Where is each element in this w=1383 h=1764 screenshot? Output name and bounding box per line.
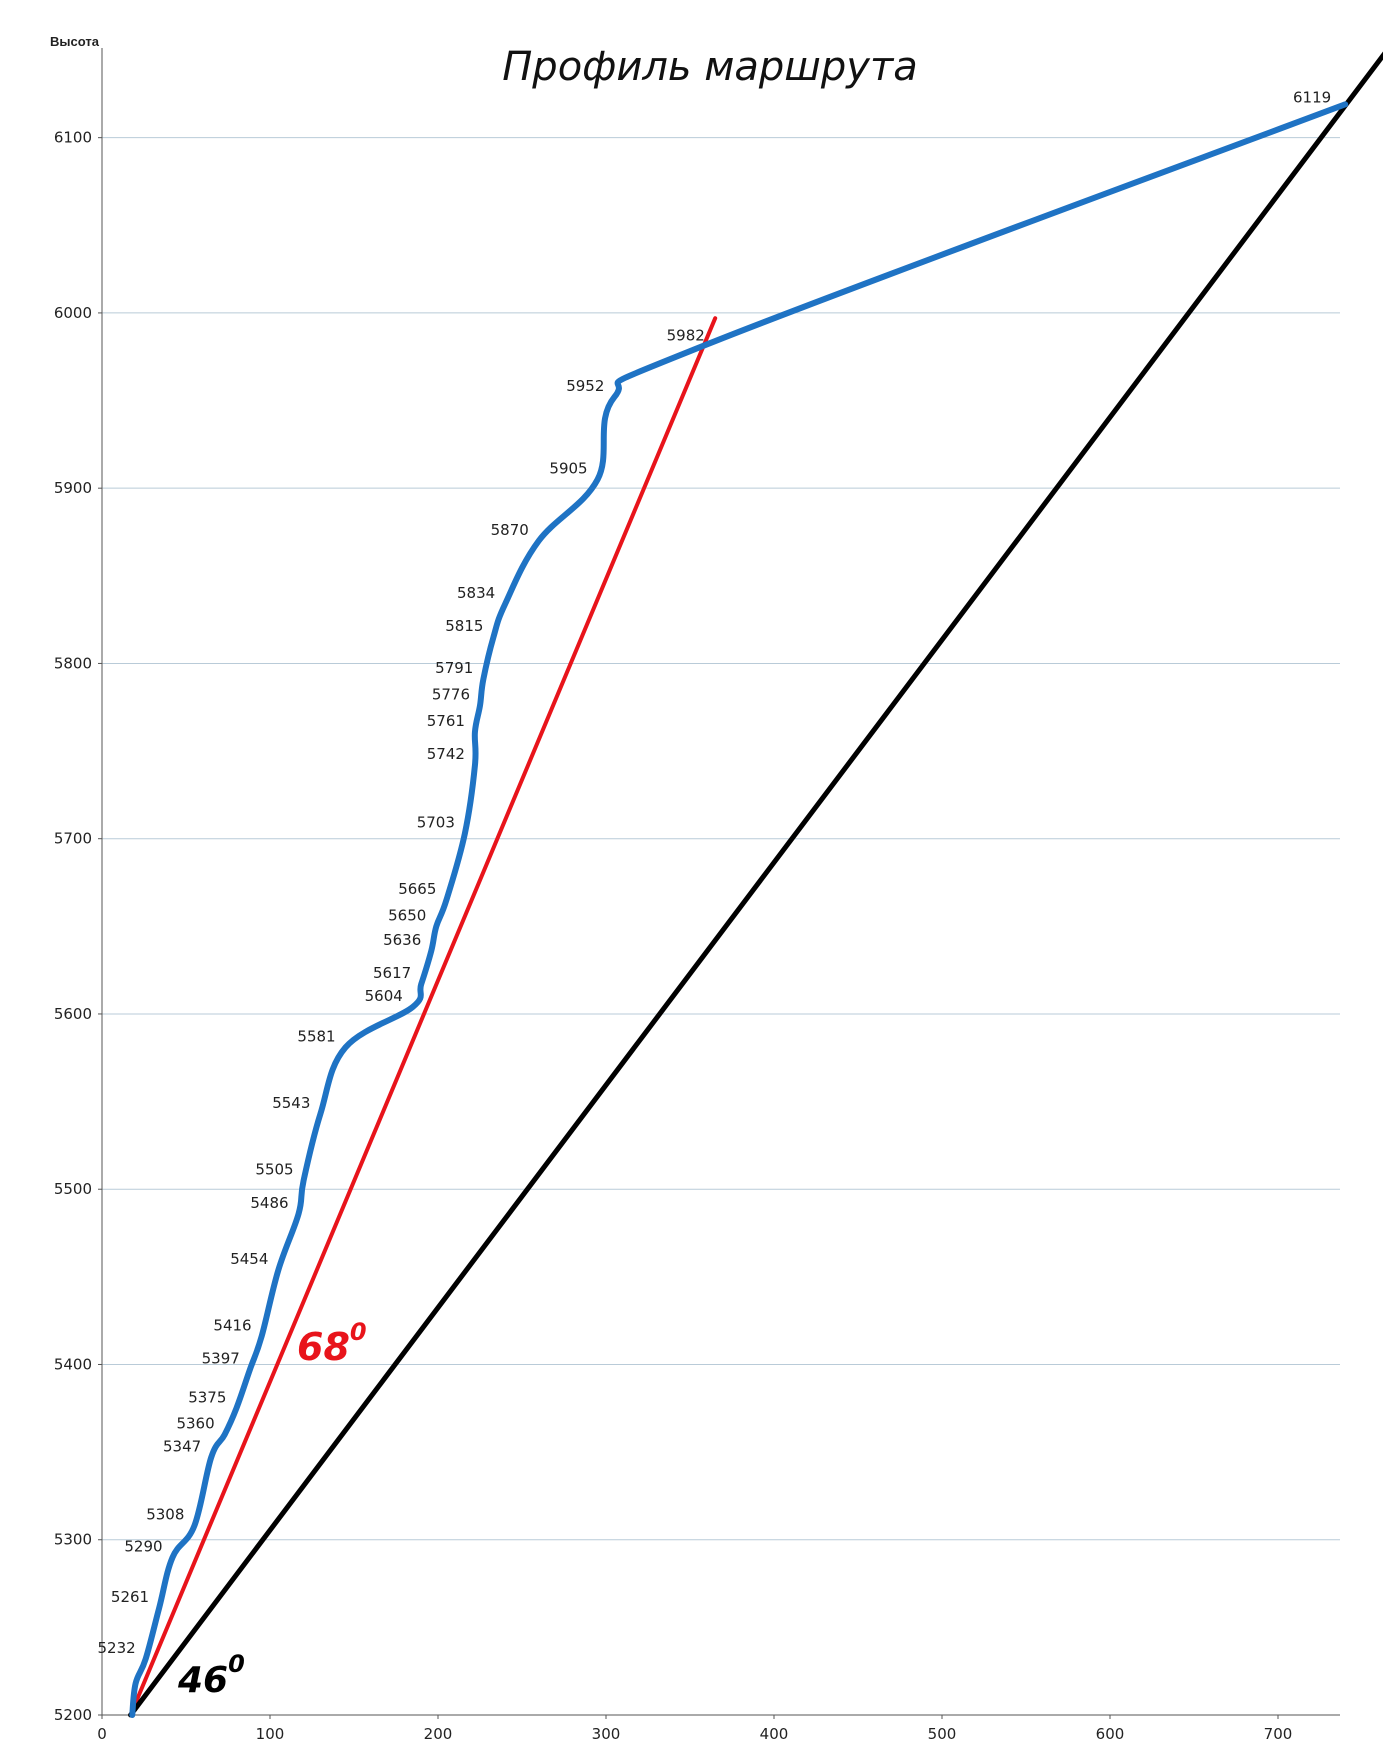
x-tick-100: 100 [256, 1725, 285, 1743]
reference-line-68 [128, 316, 718, 1717]
point-label-5454: 5454 [230, 1250, 268, 1268]
angle-label-68: 680 [297, 1318, 367, 1369]
point-label-6119: 6119 [1293, 88, 1331, 106]
point-label-5360: 5360 [176, 1415, 214, 1433]
y-tick-5800: 5800 [54, 654, 92, 672]
y-tick-6000: 6000 [54, 304, 92, 322]
axes [101, 48, 1340, 1716]
point-label-5815: 5815 [445, 617, 483, 635]
x-tick-300: 300 [592, 1725, 621, 1743]
point-label-5604: 5604 [365, 987, 403, 1005]
y-axis-label: Высота [50, 34, 100, 49]
point-label-5261: 5261 [111, 1588, 149, 1606]
point-label-5952: 5952 [566, 377, 604, 395]
angle-label-46: 460 [177, 1650, 245, 1701]
point-label-5905: 5905 [549, 459, 587, 477]
point-label-5290: 5290 [124, 1537, 162, 1555]
point-label-5636: 5636 [383, 931, 421, 949]
point-label-5397: 5397 [202, 1350, 240, 1368]
point-label-5982: 5982 [667, 326, 705, 344]
point-label-5505: 5505 [255, 1160, 293, 1178]
point-label-5703: 5703 [417, 813, 455, 831]
point-label-5870: 5870 [491, 521, 529, 539]
y-tick-5300: 5300 [54, 1531, 92, 1549]
reference-lines: 680 460 [128, 51, 1383, 1718]
point-label-5617: 5617 [373, 964, 411, 982]
x-tick-0: 0 [97, 1725, 107, 1743]
y-tick-5700: 5700 [54, 830, 92, 848]
x-tick-labels: 0 100 200 300 400 500 600 700 [97, 1715, 1292, 1743]
x-tick-500: 500 [928, 1725, 957, 1743]
chart-title: Профиль маршрута [502, 44, 918, 90]
grid-lines [102, 137, 1340, 1541]
profile-line [129, 101, 1349, 1718]
point-label-5232: 5232 [97, 1639, 135, 1657]
point-label-5776: 5776 [432, 686, 470, 704]
y-tick-5900: 5900 [54, 479, 92, 497]
point-label-5416: 5416 [213, 1316, 251, 1334]
point-label-5665: 5665 [398, 880, 436, 898]
point-label-5581: 5581 [297, 1027, 335, 1045]
point-label-5650: 5650 [388, 906, 426, 924]
point-label-5834: 5834 [457, 584, 495, 602]
y-tick-5600: 5600 [54, 1005, 92, 1023]
x-tick-400: 400 [760, 1725, 789, 1743]
angle-degree-68: 0 [350, 1318, 367, 1346]
angle-degree-46: 0 [228, 1650, 245, 1678]
y-tick-5500: 5500 [54, 1180, 92, 1198]
x-tick-200: 200 [424, 1725, 453, 1743]
y-tick-5400: 5400 [54, 1355, 92, 1373]
y-tick-6100: 6100 [54, 129, 92, 147]
point-label-5761: 5761 [427, 712, 465, 730]
point-label-5308: 5308 [146, 1506, 184, 1524]
point-label-5543: 5543 [272, 1094, 310, 1112]
point-label-5375: 5375 [188, 1388, 226, 1406]
point-label-5347: 5347 [163, 1437, 201, 1455]
profile-series [129, 101, 1349, 1718]
y-tick-5200: 5200 [54, 1706, 92, 1724]
reference-line-46 [128, 51, 1383, 1718]
point-labels: 5232 5261 5290 5308 5347 5360 5375 5397 5416 5454… [97, 88, 1331, 1657]
x-tick-600: 600 [1096, 1725, 1125, 1743]
point-label-5486: 5486 [250, 1194, 288, 1212]
y-tick-labels: 5200 5300 5400 5500 5600 5700 5800 5900 6000 6100 [54, 129, 102, 1724]
point-label-5791: 5791 [435, 659, 473, 677]
x-tick-700: 700 [1264, 1725, 1293, 1743]
point-label-5742: 5742 [427, 745, 465, 763]
